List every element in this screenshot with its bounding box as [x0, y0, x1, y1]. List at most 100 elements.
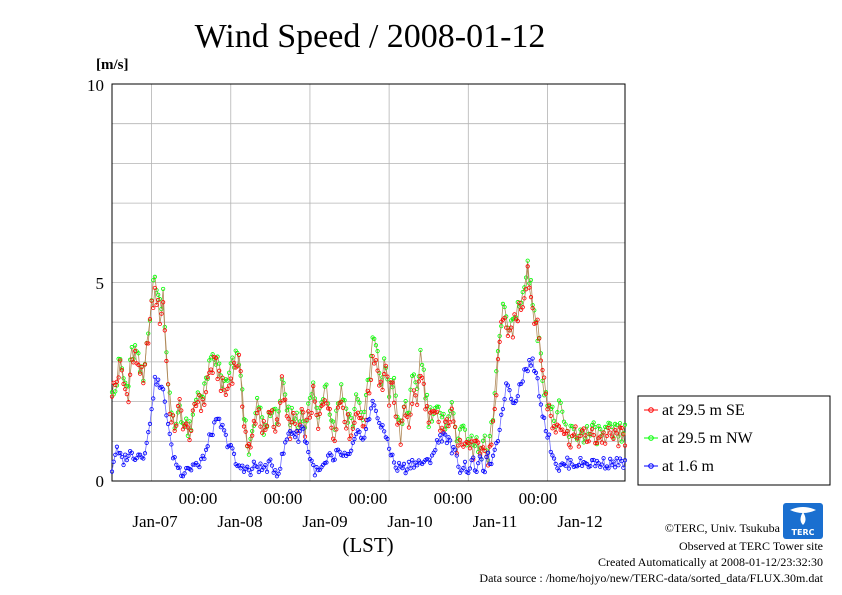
- data-point: [141, 381, 146, 386]
- data-point: [269, 463, 275, 468]
- data-point: [411, 372, 416, 377]
- data-point: [240, 463, 245, 468]
- data-point: [367, 417, 372, 422]
- data-point: [368, 406, 374, 411]
- data-point: [504, 325, 509, 330]
- data-point: [276, 409, 281, 414]
- data-point: [385, 374, 390, 379]
- data-point: [349, 433, 354, 438]
- data-point: [273, 429, 278, 434]
- data-point: [354, 432, 359, 437]
- data-point: [255, 410, 260, 416]
- data-point: [301, 426, 306, 431]
- data-point: [159, 311, 164, 316]
- data-point: [184, 421, 189, 426]
- data-point: [375, 416, 380, 421]
- data-point: [509, 396, 514, 401]
- data-point: [151, 278, 156, 283]
- data-point: [555, 410, 560, 415]
- data-point: [611, 459, 616, 464]
- data-point: [621, 465, 626, 470]
- data-point: [236, 352, 242, 358]
- data-point: [156, 377, 161, 382]
- data-point: [136, 362, 141, 368]
- data-point: [545, 407, 550, 412]
- data-point: [243, 418, 248, 423]
- data-point: [161, 387, 166, 392]
- x-date-label: Jan-08: [217, 512, 262, 531]
- data-point: [439, 415, 444, 420]
- data-point: [113, 389, 118, 394]
- data-point: [250, 433, 255, 438]
- data-point: [296, 439, 301, 444]
- data-point: [553, 461, 558, 467]
- data-point: [197, 393, 202, 398]
- x-time-tick-label: 00:00: [179, 489, 218, 508]
- data-point: [400, 418, 405, 423]
- data-point: [256, 469, 261, 475]
- data-point: [243, 429, 248, 434]
- data-point: [606, 466, 611, 471]
- data-point: [542, 415, 547, 420]
- data-point: [314, 465, 319, 470]
- data-point: [492, 447, 497, 452]
- data-point: [241, 469, 247, 474]
- series-0: [109, 264, 628, 468]
- data-point: [217, 416, 222, 421]
- data-point: [324, 382, 329, 387]
- data-point: [566, 466, 572, 471]
- data-point: [189, 468, 194, 473]
- data-point: [149, 407, 154, 412]
- data-point: [380, 423, 385, 428]
- data-point: [393, 414, 398, 419]
- data-point: [515, 394, 520, 399]
- data-point: [284, 437, 289, 442]
- data-point: [372, 336, 377, 342]
- data-point: [556, 424, 562, 429]
- data-point: [284, 408, 289, 413]
- data-point: [210, 432, 215, 438]
- data-point: [449, 406, 454, 411]
- data-point: [144, 440, 149, 446]
- logo-drop-icon: [800, 512, 806, 525]
- logo-text: TERC: [792, 528, 815, 537]
- data-point: [601, 456, 606, 461]
- data-point: [263, 427, 268, 432]
- data-point: [420, 375, 425, 380]
- data-point: [292, 421, 298, 426]
- data-point: [154, 382, 159, 387]
- data-point: [261, 419, 266, 424]
- data-point: [144, 341, 149, 346]
- data-point: [195, 400, 200, 405]
- data-point: [156, 297, 161, 303]
- data-point: [132, 343, 138, 348]
- data-point: [228, 376, 233, 381]
- data-point: [286, 416, 291, 421]
- data-point: [426, 420, 431, 425]
- data-point: [316, 426, 321, 431]
- data-point: [212, 420, 217, 425]
- data-point: [578, 433, 583, 438]
- data-point: [255, 464, 260, 470]
- data-point: [129, 345, 134, 350]
- data-point: [126, 384, 131, 389]
- data-point: [169, 420, 174, 425]
- data-point: [476, 440, 481, 445]
- data-point: [373, 358, 379, 363]
- data-point: [418, 347, 423, 353]
- data-point: [495, 438, 501, 444]
- data-point: [467, 466, 473, 471]
- data-point: [251, 459, 256, 464]
- data-point: [500, 301, 506, 306]
- data-point: [194, 403, 199, 409]
- data-point: [342, 398, 347, 403]
- data-point: [357, 415, 362, 421]
- data-point: [172, 428, 177, 433]
- data-point: [230, 446, 235, 451]
- data-point: [208, 432, 214, 437]
- data-point: [273, 468, 278, 473]
- data-point: [406, 425, 412, 430]
- data-point: [616, 463, 621, 468]
- data-point: [340, 405, 346, 410]
- data-point: [560, 427, 565, 432]
